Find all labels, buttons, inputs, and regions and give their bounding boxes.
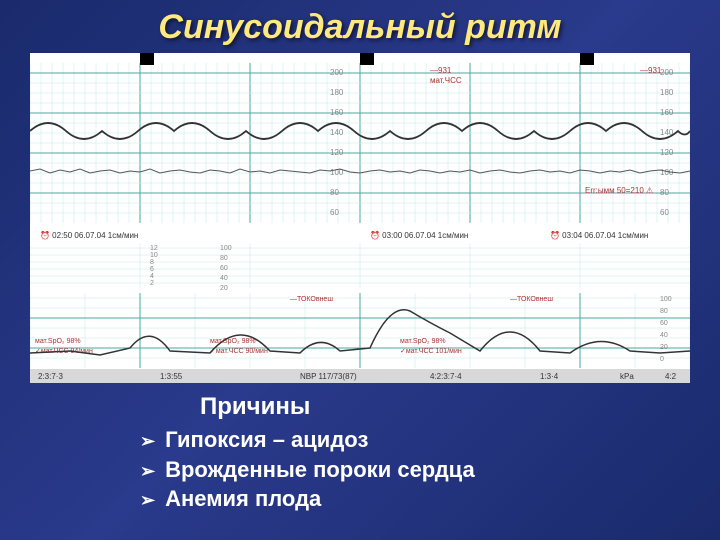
- svg-text:—931: —931: [430, 66, 452, 75]
- svg-text:—931: —931: [640, 66, 662, 75]
- svg-text:мат.ЧСС: мат.ЧСС: [430, 76, 462, 85]
- cause-item: ➢ Анемия плода: [140, 484, 690, 514]
- mid-labels: 12108642 100 80 60 40 20: [150, 245, 232, 292]
- svg-text:20: 20: [220, 285, 228, 292]
- svg-text:мат.SpO₂ 98%: мат.SpO₂ 98%: [400, 338, 446, 345]
- svg-text:1:3·4: 1:3·4: [540, 372, 559, 381]
- svg-text:80: 80: [660, 308, 668, 315]
- svg-text:4: 4: [150, 273, 154, 280]
- svg-text:2: 2: [150, 280, 154, 287]
- svg-text:—ТОКОвнеш: —ТОКОвнеш: [290, 296, 333, 303]
- svg-text:60: 60: [660, 208, 669, 217]
- svg-text:160: 160: [330, 108, 344, 117]
- svg-text:2:3:7·3: 2:3:7·3: [38, 372, 63, 381]
- svg-text:✓мат.ЧСС 90/мин: ✓мат.ЧСС 90/мин: [210, 348, 268, 355]
- bullet-icon: ➢: [140, 429, 155, 453]
- svg-text:✓мат.ЧСС 101/мин: ✓мат.ЧСС 101/мин: [400, 348, 462, 355]
- svg-text:⏰ 03:00 06.07.04 1см/мин: ⏰ 03:00 06.07.04 1см/мин: [370, 230, 468, 240]
- bullet-icon: ➢: [140, 459, 155, 483]
- svg-text:60: 60: [330, 208, 339, 217]
- causes-section: Причины ➢ Гипоксия – ацидоз ➢ Врожденные…: [30, 393, 690, 514]
- svg-text:20: 20: [660, 344, 668, 351]
- slide-title: Синусоидальный ритм: [30, 8, 690, 47]
- svg-text:80: 80: [660, 188, 669, 197]
- svg-text:kPa: kPa: [620, 372, 634, 381]
- lower-grid: [30, 293, 690, 368]
- svg-text:100: 100: [660, 296, 672, 303]
- mid-grid: [30, 243, 690, 288]
- svg-text:40: 40: [220, 275, 228, 282]
- svg-text:120: 120: [660, 148, 674, 157]
- svg-text:140: 140: [330, 128, 344, 137]
- svg-text:NBP 117/73(87): NBP 117/73(87): [300, 372, 357, 381]
- svg-text:4:2: 4:2: [665, 372, 677, 381]
- svg-text:60: 60: [660, 320, 668, 327]
- causes-header: Причины: [140, 393, 690, 421]
- svg-text:200: 200: [330, 68, 344, 77]
- svg-text:0: 0: [660, 356, 664, 363]
- chart-svg: 2001801601401201008060 20018016014012010…: [30, 53, 690, 383]
- svg-text:Err:ымм 50=210 ⚠: Err:ымм 50=210 ⚠: [585, 186, 653, 195]
- bullet-icon: ➢: [140, 488, 155, 512]
- svg-text:⏰ 03:04 06.07.04 1см/мин: ⏰ 03:04 06.07.04 1см/мин: [550, 230, 648, 240]
- svg-text:60: 60: [220, 265, 228, 272]
- ctg-chart: 2001801601401201008060 20018016014012010…: [30, 53, 690, 383]
- svg-text:80: 80: [330, 188, 339, 197]
- cause-item: ➢ Гипоксия – ацидоз: [140, 425, 690, 455]
- svg-text:6: 6: [150, 266, 154, 273]
- svg-text:12: 12: [150, 245, 158, 252]
- svg-text:⏰ 02:50 06.07.04 1см/мин: ⏰ 02:50 06.07.04 1см/мин: [40, 230, 138, 240]
- svg-text:200: 200: [660, 68, 674, 77]
- svg-text:180: 180: [660, 88, 674, 97]
- svg-text:80: 80: [220, 255, 228, 262]
- svg-text:мат.SpO₂ 98%: мат.SpO₂ 98%: [35, 338, 81, 345]
- svg-text:4:2:3:7·4: 4:2:3:7·4: [430, 372, 462, 381]
- svg-text:—ТОКОвнеш: —ТОКОвнеш: [510, 296, 553, 303]
- svg-text:40: 40: [660, 332, 668, 339]
- svg-text:мат.SpO₂ 98%: мат.SpO₂ 98%: [210, 338, 256, 345]
- svg-text:1:3:55: 1:3:55: [160, 372, 183, 381]
- lower-annot: —ТОКОвнеш —ТОКОвнеш мат.SpO₂ 98% ✓мат.ЧС…: [35, 296, 553, 355]
- svg-text:120: 120: [330, 148, 344, 157]
- cause-text: Анемия плода: [165, 484, 321, 514]
- upper-grid: [30, 63, 690, 223]
- cause-text: Врожденные пороки сердца: [165, 455, 475, 485]
- upper-right-annot: —931 мат.ЧСС —931 Err:ымм 50=210 ⚠: [430, 66, 662, 195]
- svg-text:100: 100: [220, 245, 232, 252]
- svg-text:180: 180: [330, 88, 344, 97]
- cause-item: ➢ Врожденные пороки сердца: [140, 455, 690, 485]
- svg-text:8: 8: [150, 259, 154, 266]
- cause-text: Гипоксия – ацидоз: [165, 425, 368, 455]
- footer-bar: [30, 369, 690, 383]
- svg-text:160: 160: [660, 108, 674, 117]
- svg-text:10: 10: [150, 252, 158, 259]
